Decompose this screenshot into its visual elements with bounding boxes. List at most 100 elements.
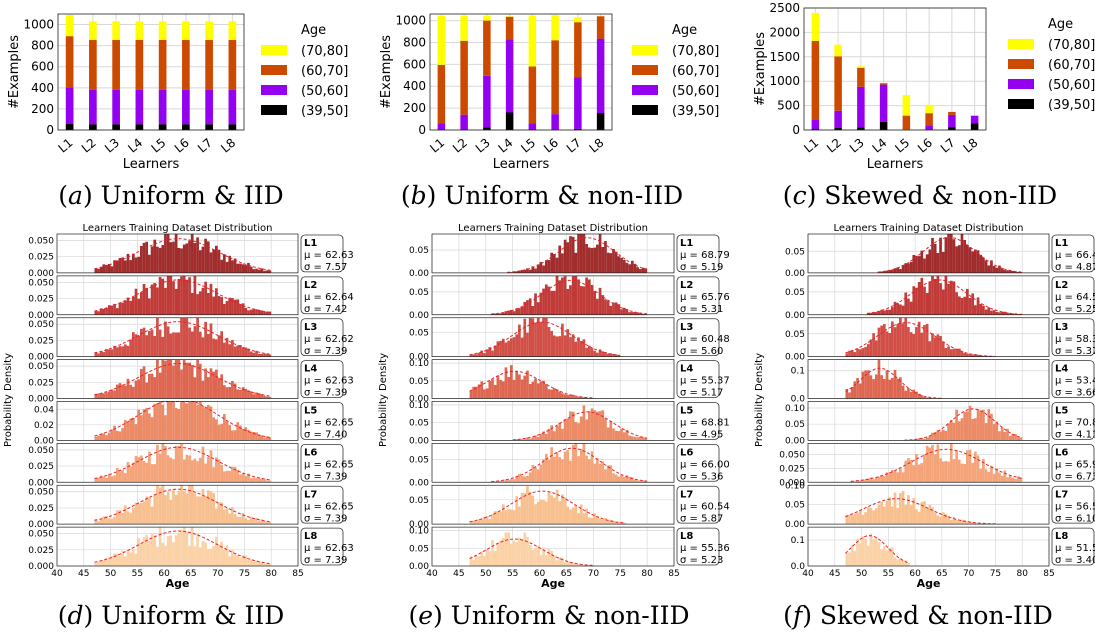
hist-bar	[188, 545, 191, 566]
hist-bar	[944, 514, 948, 525]
y-tick-label: 200	[31, 102, 54, 116]
hist-bar	[129, 300, 132, 315]
hist-bar	[555, 560, 559, 566]
hist-bar	[166, 359, 170, 399]
hist-bar	[523, 476, 527, 483]
hist-bar	[971, 354, 975, 357]
hist-bar	[268, 521, 272, 525]
subplot-L5: 0.000.020.04 L5μ = 62.65σ = 7.40	[34, 401, 354, 446]
hist-bar	[957, 245, 961, 273]
stats-box: L1μ = 68.79σ = 5.19	[676, 234, 730, 273]
hist-bar	[520, 306, 524, 315]
hist-bar	[585, 455, 588, 483]
hist-bar	[201, 287, 205, 315]
mean-label: μ = 70.8	[1055, 418, 1095, 429]
hist-bar	[142, 283, 146, 315]
hist-bar	[123, 505, 127, 525]
hist-bar	[960, 519, 964, 525]
hist-bar	[113, 516, 116, 525]
hist-bar	[523, 493, 527, 525]
hist-bar	[263, 353, 266, 357]
hist-bar	[960, 351, 964, 357]
hist-bar	[252, 309, 256, 315]
hist-bar	[265, 563, 269, 566]
hist-bar	[113, 425, 116, 441]
hist-bar	[547, 459, 551, 483]
plot-frame	[431, 443, 675, 483]
hist-bar	[885, 270, 889, 273]
hist-bar	[477, 352, 481, 357]
hist-bar	[480, 519, 484, 525]
hist-bar	[469, 354, 473, 357]
hist-bar	[944, 237, 948, 273]
hist-bar	[520, 439, 524, 441]
hist-bar	[885, 331, 889, 357]
hist-bar	[206, 548, 210, 566]
hist-bar	[893, 301, 897, 315]
legend-swatch	[632, 105, 658, 115]
hist-bar	[483, 517, 486, 525]
hist-bar	[518, 473, 521, 483]
hist-bar	[609, 305, 613, 315]
sigma-label: σ = 5.19	[680, 262, 723, 273]
x-tick-label: L5	[892, 136, 912, 156]
hist-bar	[504, 479, 508, 483]
hist-bar	[957, 459, 961, 483]
hist-bar	[636, 437, 640, 441]
hist-bar	[976, 408, 980, 441]
plot-frame	[807, 359, 1050, 399]
hist-bar	[97, 311, 100, 315]
hist-bar	[571, 444, 575, 483]
hist-bar	[955, 292, 958, 315]
hist-bar	[129, 260, 132, 273]
mean-label: μ = 55.37	[680, 376, 730, 387]
hist-bar	[97, 561, 100, 566]
hist-bar	[888, 497, 892, 525]
hist-bar	[536, 469, 540, 483]
hist-bar	[499, 379, 502, 399]
hist-bar	[896, 267, 900, 273]
hist-bar	[233, 346, 237, 357]
hist-bar	[180, 248, 183, 273]
x-tick-label: 55	[883, 569, 894, 579]
hist-bar	[553, 335, 556, 357]
x-tick-label: 70	[588, 569, 600, 579]
hist-bar	[885, 500, 889, 525]
hist-bar	[123, 556, 127, 566]
hist-bar	[97, 521, 100, 525]
hist-bar	[579, 234, 583, 273]
hist-bar	[1003, 311, 1007, 315]
hist-bar	[590, 451, 594, 483]
y-tick-label: 0.0	[791, 562, 806, 572]
bar-segment	[437, 123, 446, 130]
bar-segment	[228, 39, 237, 90]
y-tick-label: 0.025	[28, 295, 54, 305]
stats-frame	[676, 318, 720, 357]
x-tick-label: 45	[829, 569, 840, 579]
hist-bar	[193, 493, 197, 525]
hist-bar	[115, 347, 119, 357]
x-tick-label: 45	[78, 569, 89, 579]
hist-bar	[534, 268, 537, 273]
hist-bar	[941, 341, 945, 357]
y-tick-label: 0.00	[409, 395, 429, 405]
hist-bar	[252, 432, 256, 441]
x-tick-label: 70	[212, 569, 224, 579]
hist-bar	[630, 436, 634, 441]
hist-bar	[158, 276, 162, 315]
bar-segment	[596, 38, 605, 114]
hist-bar	[140, 245, 143, 273]
y-tick-label: 0.10	[409, 359, 429, 369]
bar-segment	[528, 66, 537, 124]
hist-bar	[196, 533, 199, 566]
hist-bar	[848, 350, 851, 357]
hist-bar	[185, 279, 189, 315]
hist-bar	[896, 559, 900, 566]
hist-bar	[933, 432, 937, 441]
legend: Age(70,80](60,70](50,60](39,50]	[632, 23, 719, 119]
hist-bar	[233, 467, 237, 483]
hist-bar	[614, 521, 618, 525]
hist-bar	[848, 552, 851, 566]
hist-bar	[625, 429, 629, 441]
